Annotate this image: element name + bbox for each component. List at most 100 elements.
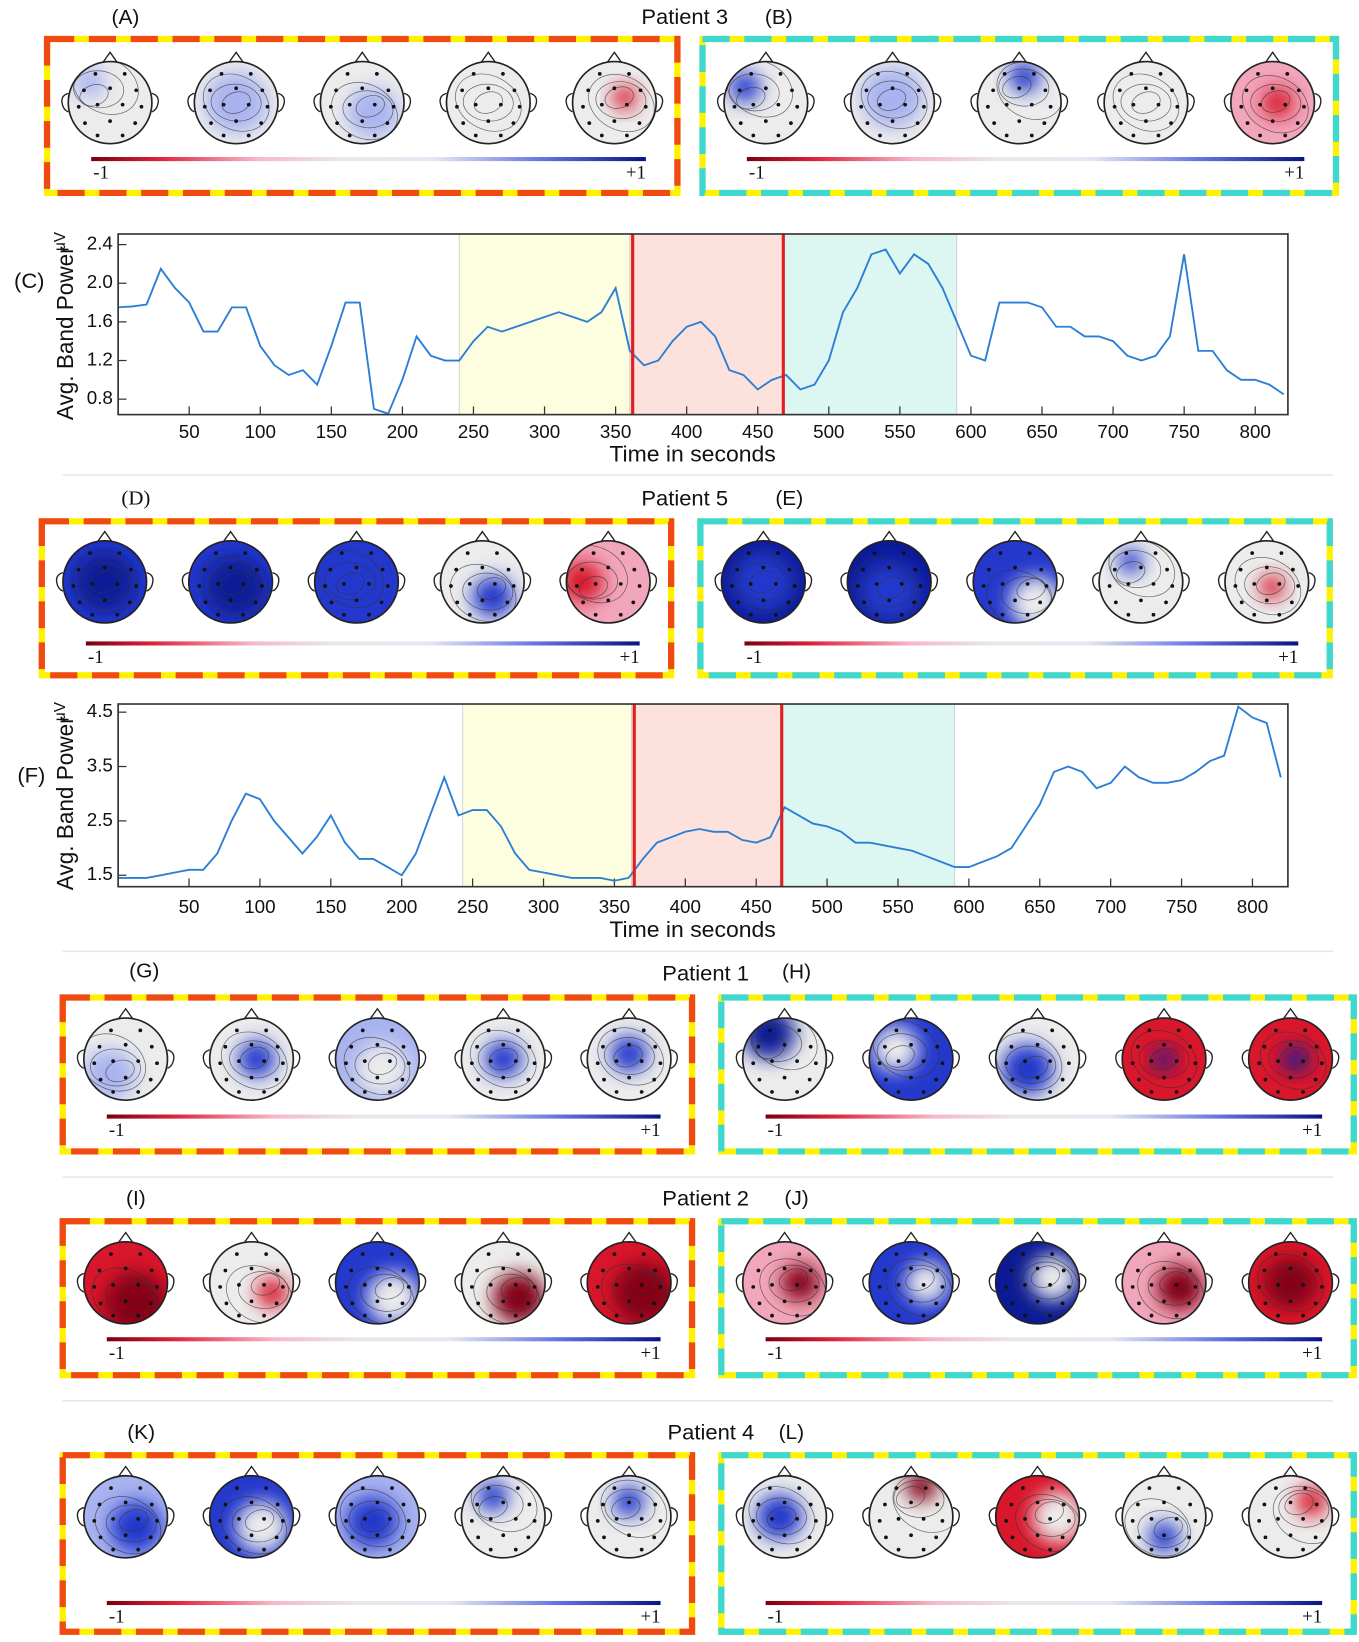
electrode (748, 612, 753, 617)
topomap-fill (721, 540, 806, 623)
topomap-fill (995, 1475, 1080, 1558)
head-outline (1121, 1240, 1207, 1325)
electrode (599, 102, 604, 107)
contour (1124, 1498, 1191, 1557)
electrode (1288, 1075, 1293, 1080)
electrode (360, 119, 365, 123)
electrode (1277, 612, 1282, 617)
x-tick-label: 600 (955, 421, 986, 442)
electrode (639, 1313, 644, 1318)
electrode (76, 104, 81, 109)
topomap-blob (73, 66, 105, 98)
electrode (935, 1044, 940, 1049)
nose (480, 51, 497, 63)
electrode (223, 1502, 228, 1507)
contour (625, 1274, 655, 1297)
contour (756, 1497, 807, 1536)
electrode (614, 1547, 619, 1552)
contour (1002, 75, 1032, 99)
ear (1217, 572, 1226, 592)
topomap-fill (188, 540, 273, 623)
contour (1256, 572, 1286, 595)
patient-title: Patient 5 (641, 486, 728, 511)
ear (181, 572, 190, 592)
electrode (774, 582, 778, 586)
electrode (601, 1502, 605, 1507)
electrode (1174, 1517, 1179, 1521)
topomap-fill (587, 1475, 671, 1558)
colorbar (106, 1337, 661, 1342)
electrode (511, 121, 516, 125)
contour (998, 68, 1050, 107)
electrode (1252, 582, 1257, 586)
electrode (223, 1044, 228, 1049)
ear (1308, 572, 1316, 592)
ear (418, 1506, 427, 1527)
topomap-blob (1283, 1046, 1309, 1072)
electrode (275, 1502, 280, 1507)
electrode (981, 584, 986, 588)
electrode (923, 1252, 928, 1256)
contour (105, 1059, 135, 1083)
electrode (1050, 1252, 1055, 1256)
electrode (601, 1044, 605, 1049)
panel-box-dash (59, 994, 696, 1155)
electrode (1124, 551, 1129, 555)
contour (612, 1270, 664, 1309)
electrode (362, 1283, 367, 1287)
electrode (360, 1252, 365, 1256)
head-outline (334, 1017, 421, 1101)
electrode (1245, 121, 1250, 125)
electrode (625, 102, 629, 107)
electrode (1144, 119, 1148, 123)
electrode (1301, 1313, 1305, 1318)
shaded-region (781, 703, 956, 888)
electrode (1296, 584, 1301, 588)
electrode (1264, 565, 1269, 570)
electrode (369, 551, 373, 555)
electrode (228, 598, 233, 603)
topomap-blob (346, 1496, 399, 1548)
electrode (653, 1044, 658, 1049)
topomap-blob (204, 71, 268, 134)
head-outline (1247, 1017, 1334, 1101)
topomap-fill (587, 1018, 671, 1101)
ear (1205, 1272, 1213, 1293)
electrode (455, 600, 460, 605)
electrode (1238, 567, 1243, 572)
electrode (115, 612, 120, 617)
electrode (367, 582, 371, 586)
contour (613, 1045, 643, 1068)
electrode (918, 584, 923, 588)
electrode (375, 1299, 380, 1304)
electrode (581, 600, 585, 605)
head-outline (976, 60, 1062, 145)
electrode (658, 1061, 663, 1066)
electrode (1187, 1535, 1192, 1540)
head-outline (868, 1017, 954, 1101)
electrode (1144, 86, 1148, 91)
x-tick-label: 250 (457, 896, 488, 917)
electrode (909, 1266, 913, 1271)
electrode (109, 1252, 113, 1256)
electrode (1170, 88, 1174, 93)
x-tick-label: 550 (882, 896, 913, 917)
nose (757, 51, 774, 63)
electrode (1021, 1028, 1025, 1033)
electrode (90, 612, 95, 617)
nose (755, 530, 772, 543)
electrode (814, 1061, 818, 1066)
electrode (751, 102, 756, 107)
electrode (770, 1517, 774, 1521)
electrode (532, 1519, 537, 1523)
ear (55, 572, 64, 592)
electrode (470, 1061, 474, 1066)
electrode (595, 1285, 600, 1289)
electrode (401, 1268, 406, 1273)
electrode (580, 567, 584, 572)
head-outline (741, 1474, 828, 1559)
contour (119, 1509, 149, 1532)
electrode (460, 88, 465, 93)
nose (776, 1231, 793, 1244)
electrode (149, 1268, 154, 1273)
